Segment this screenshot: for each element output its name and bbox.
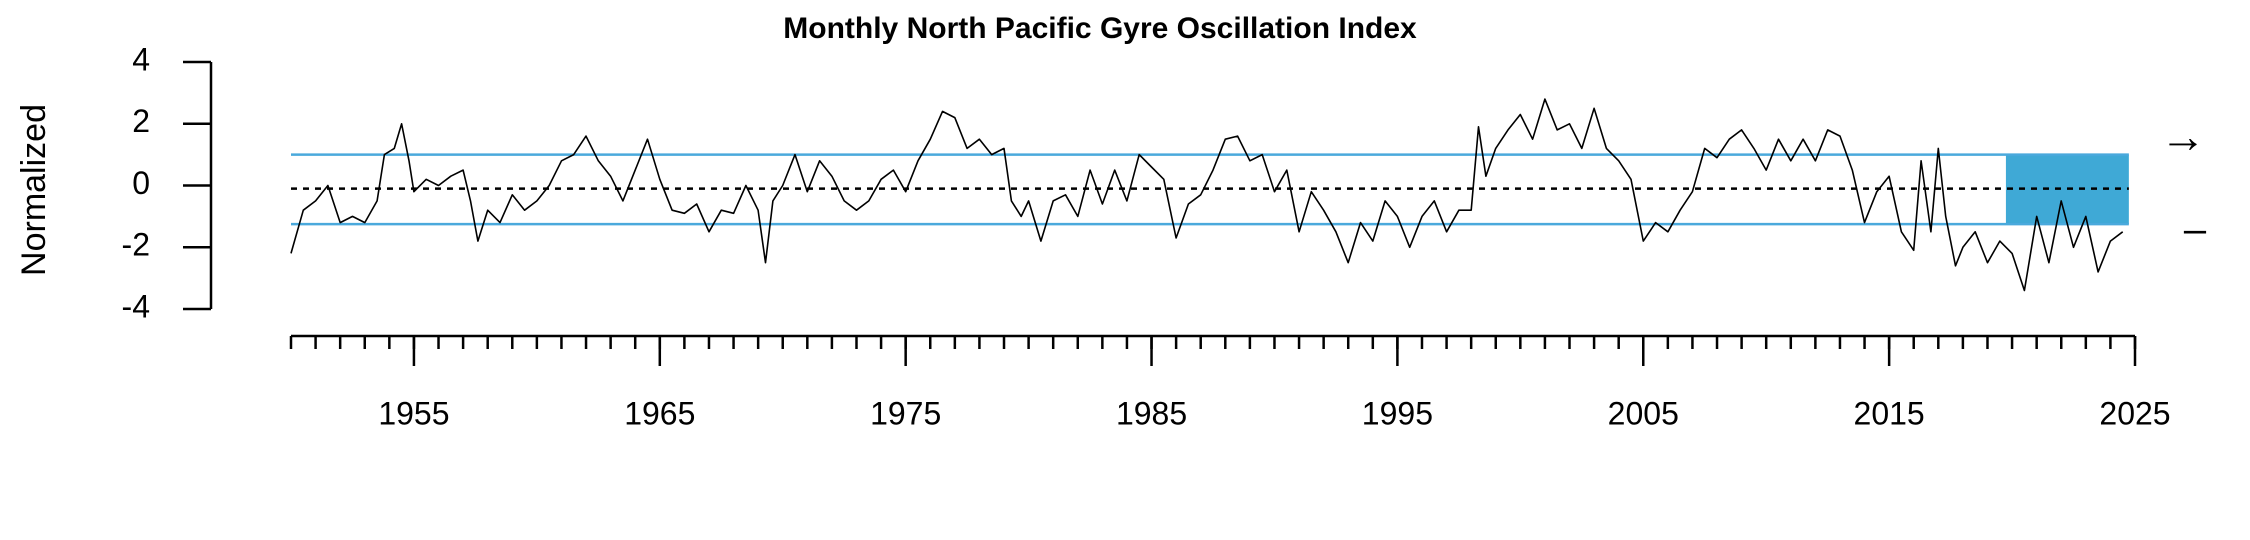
- x-tick-label: 1965: [624, 395, 695, 431]
- y-tick-label: -2: [122, 227, 150, 263]
- x-tick-label: 2015: [1854, 395, 1925, 431]
- x-tick-label: 1995: [1362, 395, 1433, 431]
- chart-title: Monthly North Pacific Gyre Oscillation I…: [783, 12, 1417, 45]
- y-tick-label: 0: [132, 165, 150, 201]
- y-tick-label: -4: [122, 288, 150, 324]
- mean-symbol: –: [2184, 208, 2207, 252]
- trend-symbol: →: [2160, 110, 2206, 162]
- x-tick-label: 1975: [870, 395, 941, 431]
- x-tick-label: 1985: [1116, 395, 1187, 431]
- x-tick-label: 1955: [378, 395, 449, 431]
- y-axis-label: Normalized: [15, 104, 53, 276]
- y-tick-label: 2: [132, 103, 150, 139]
- x-tick-label: 2025: [2099, 395, 2170, 431]
- data-line: [290, 98, 2124, 292]
- y-tick-label: 4: [132, 41, 150, 77]
- x-tick-label: 2005: [1608, 395, 1679, 431]
